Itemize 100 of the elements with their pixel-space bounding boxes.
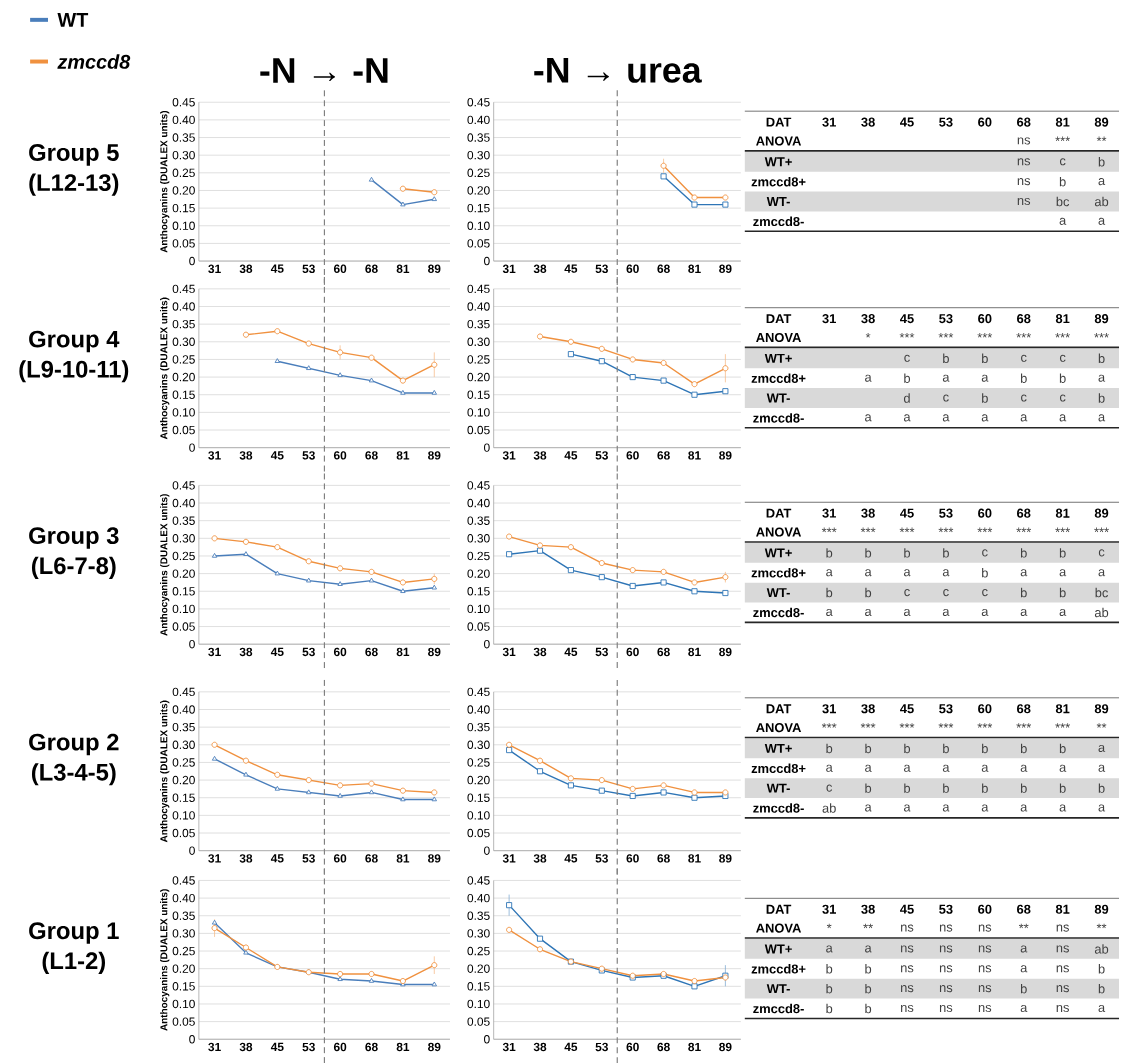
category-label: 89: [1094, 704, 1109, 714]
text: ***: [1055, 136, 1070, 142]
y-tick-label: 0.10: [467, 999, 490, 1009]
text: (L6-7-8): [31, 556, 116, 579]
text: ns: [978, 965, 992, 973]
category-label: 38: [861, 117, 875, 127]
x-tick-label: 68: [657, 647, 670, 657]
x-tick-label: 38: [533, 264, 547, 273]
text: a: [1098, 744, 1106, 752]
text: c: [943, 589, 949, 597]
text: ns: [1017, 178, 1031, 186]
y-tick-label: 0.30: [172, 337, 195, 346]
text: a: [1020, 1004, 1028, 1012]
y-tick-label: 0.20: [172, 372, 195, 382]
category-label: WT-: [766, 588, 790, 597]
y-tick-label: 0.25: [467, 758, 490, 767]
y-tick-label: 0.35: [172, 911, 195, 920]
y-tick-label: 0.25: [172, 946, 195, 956]
text: a: [1020, 965, 1028, 973]
x-tick-label: 53: [302, 854, 315, 863]
x-tick-label: 31: [502, 264, 516, 273]
category-label: 68: [1017, 117, 1031, 127]
y-tick-label: 0.15: [172, 390, 195, 399]
text: b: [826, 587, 833, 598]
category-label: 81: [1055, 314, 1070, 324]
y-tick-label: 0.40: [467, 893, 490, 903]
x-tick-label: 89: [719, 854, 732, 863]
y-tick-label: 0.25: [172, 551, 195, 561]
text: a: [865, 414, 872, 422]
y-tick-label: 0.45: [467, 687, 490, 697]
text: ns: [901, 924, 914, 932]
x-tick-label: 53: [302, 1042, 315, 1052]
y-tick-label: 0.20: [467, 186, 490, 195]
y-tick-label: 0.30: [467, 929, 490, 938]
category-label: 81: [1055, 117, 1070, 127]
x-tick-label: 38: [239, 451, 253, 460]
text: b: [904, 373, 911, 383]
y-tick-label: 0.35: [172, 722, 195, 732]
x-tick-label: 68: [365, 264, 378, 273]
legend-label: WT: [57, 13, 89, 27]
category-label: 60: [978, 508, 992, 518]
x-tick-label: 38: [533, 1042, 547, 1052]
text: b: [943, 548, 949, 558]
category-label: ANOVA: [756, 332, 802, 343]
text: b: [943, 783, 949, 793]
y-tick-label: 0.05: [467, 1017, 490, 1026]
category-label: 60: [978, 314, 992, 324]
category-label: 89: [1094, 508, 1109, 518]
y-tick-label: 0.25: [467, 946, 490, 956]
text: a: [1059, 569, 1067, 577]
text: ***: [1055, 333, 1070, 338]
text: DAT: [766, 508, 792, 518]
text: a: [1059, 608, 1067, 616]
text: ***: [899, 333, 915, 338]
text: DAT: [766, 314, 792, 324]
text: a: [865, 945, 872, 953]
y-tick-label: 0.45: [172, 481, 195, 490]
text: **: [1096, 136, 1107, 142]
y-tick-label: 0.10: [467, 811, 490, 820]
y-tick-label: 0.40: [467, 302, 490, 311]
text: a: [1098, 178, 1106, 186]
text: ***: [1094, 527, 1109, 533]
text: a: [903, 608, 911, 616]
category-label: 53: [939, 508, 953, 518]
y-tick-label: 0.20: [467, 964, 490, 973]
category-label: zmccd8+: [751, 176, 806, 187]
y-tick-label: 0.15: [467, 793, 490, 802]
y-tick-label: 0.30: [467, 740, 490, 749]
text: (L1-2): [42, 951, 106, 974]
text: ns: [939, 945, 953, 953]
text: *: [865, 333, 871, 338]
text: a: [942, 414, 950, 422]
category-label: 53: [939, 704, 953, 714]
y-tick-label: 0.15: [467, 203, 490, 213]
category-label: WT+: [764, 548, 792, 558]
x-tick-label: 53: [302, 264, 315, 273]
text: ab: [1094, 944, 1109, 954]
text: c: [1059, 158, 1066, 166]
category-label: 31: [822, 117, 836, 127]
y-tick-label: 0.35: [172, 133, 195, 142]
y-tick-label: 0.25: [172, 758, 195, 767]
text: ns: [978, 985, 992, 993]
y-tick-label: 0.30: [172, 534, 195, 543]
y-tick-label: 0.15: [172, 203, 195, 213]
category-label: 68: [1017, 704, 1031, 714]
category-label: 45: [900, 117, 914, 127]
y-axis-title: Anthocyanins (DUALEX units): [160, 889, 170, 1031]
x-tick-label: 53: [595, 647, 608, 657]
y-tick-label: 0.15: [467, 587, 490, 596]
text: ***: [821, 723, 837, 728]
y-tick-label: 0.20: [172, 964, 195, 973]
text: ***: [977, 723, 993, 728]
y-tick-label: 0.05: [467, 828, 490, 838]
category-label: 68: [1017, 314, 1031, 324]
text: a: [981, 414, 989, 422]
text: ns: [901, 945, 914, 953]
y-tick-label: 0.30: [172, 150, 195, 160]
y-axis-title: Anthocyanins (DUALEX units): [160, 297, 170, 440]
x-tick-label: 45: [270, 451, 284, 460]
category-label: 38: [861, 508, 875, 518]
